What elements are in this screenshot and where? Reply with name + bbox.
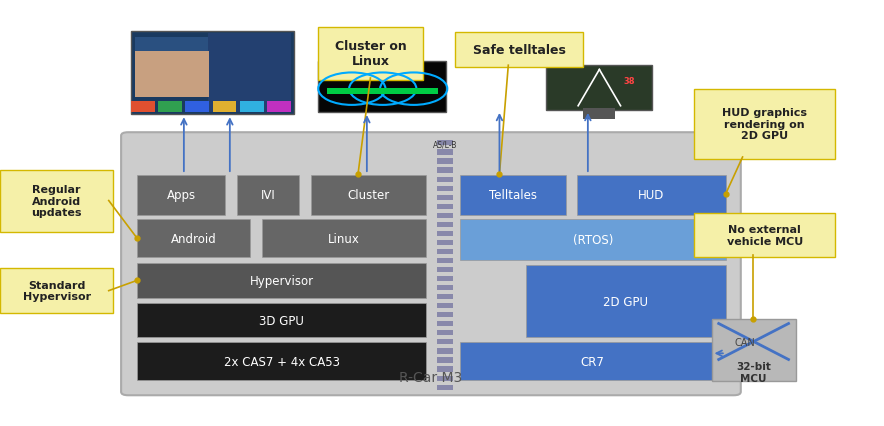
Bar xyxy=(137,263,426,298)
Bar xyxy=(460,220,726,261)
Bar xyxy=(186,102,209,113)
FancyBboxPatch shape xyxy=(0,170,113,232)
Text: Regular
Android
updates: Regular Android updates xyxy=(31,185,82,218)
Bar xyxy=(577,176,726,215)
Bar xyxy=(437,240,453,245)
Bar xyxy=(437,367,453,372)
Bar xyxy=(583,109,615,119)
Bar xyxy=(327,89,438,95)
Bar xyxy=(237,176,299,215)
Text: Hypervisor: Hypervisor xyxy=(249,274,314,287)
Bar xyxy=(437,258,453,263)
Text: Cluster on
Linux: Cluster on Linux xyxy=(334,40,407,68)
Bar xyxy=(437,313,453,318)
Bar xyxy=(437,222,453,227)
Bar xyxy=(437,268,453,273)
FancyBboxPatch shape xyxy=(0,268,113,313)
Text: Safe telltales: Safe telltales xyxy=(473,44,566,57)
FancyBboxPatch shape xyxy=(694,213,835,258)
Bar xyxy=(437,186,453,191)
Bar xyxy=(437,141,453,146)
Text: (RTOS): (RTOS) xyxy=(573,234,613,247)
Bar xyxy=(208,34,291,113)
Bar xyxy=(437,168,453,173)
Bar xyxy=(546,66,652,111)
Bar xyxy=(137,303,426,337)
Text: Apps: Apps xyxy=(167,189,195,202)
Bar xyxy=(437,348,453,354)
Text: Cluster: Cluster xyxy=(347,189,390,202)
Bar xyxy=(712,320,796,381)
Bar xyxy=(267,102,291,113)
Bar xyxy=(131,102,155,113)
Bar xyxy=(311,176,426,215)
Text: 3D GPU: 3D GPU xyxy=(259,314,304,327)
Text: No external
vehicle MCU: No external vehicle MCU xyxy=(727,225,803,246)
Text: AS/L-B: AS/L-B xyxy=(432,141,457,150)
Bar xyxy=(437,357,453,363)
Text: CR7: CR7 xyxy=(581,355,605,368)
Bar xyxy=(437,195,453,200)
Bar xyxy=(212,102,236,113)
Bar xyxy=(240,102,263,113)
Bar xyxy=(437,276,453,282)
FancyBboxPatch shape xyxy=(455,33,583,68)
Text: 32-bit
MCU: 32-bit MCU xyxy=(736,361,771,383)
Bar xyxy=(460,176,566,215)
Bar xyxy=(135,52,209,98)
Text: 38: 38 xyxy=(623,77,635,86)
Text: R-Car M3: R-Car M3 xyxy=(400,370,462,384)
Bar xyxy=(437,294,453,299)
Bar xyxy=(437,331,453,336)
Bar xyxy=(437,376,453,381)
Text: HUD: HUD xyxy=(638,189,665,202)
Bar xyxy=(437,303,453,308)
Text: HUD graphics
rendering on
2D GPU: HUD graphics rendering on 2D GPU xyxy=(722,108,807,141)
FancyBboxPatch shape xyxy=(694,89,835,160)
Bar xyxy=(437,204,453,209)
Text: CAN: CAN xyxy=(735,337,756,347)
Bar xyxy=(131,32,294,115)
Text: Android: Android xyxy=(171,232,217,245)
Bar xyxy=(318,62,446,113)
Bar xyxy=(460,343,726,380)
Bar xyxy=(437,385,453,390)
Bar xyxy=(137,219,250,258)
Bar xyxy=(262,219,426,258)
Text: Linux: Linux xyxy=(328,232,360,245)
Bar xyxy=(158,102,182,113)
FancyBboxPatch shape xyxy=(318,28,423,81)
Text: 2D GPU: 2D GPU xyxy=(604,295,648,308)
Text: Standard
Hypervisor: Standard Hypervisor xyxy=(22,280,91,302)
Bar xyxy=(437,213,453,218)
Bar xyxy=(137,176,225,215)
Bar xyxy=(437,340,453,345)
FancyBboxPatch shape xyxy=(121,133,741,395)
Text: IVI: IVI xyxy=(261,189,275,202)
Bar xyxy=(137,343,426,380)
Text: Telltales: Telltales xyxy=(489,189,537,202)
Bar xyxy=(135,38,209,98)
Bar xyxy=(437,159,453,164)
Bar xyxy=(526,266,726,337)
Bar xyxy=(437,177,453,182)
Bar xyxy=(437,322,453,327)
Bar xyxy=(437,285,453,291)
Bar xyxy=(437,231,453,236)
Bar xyxy=(437,150,453,155)
Text: 2x CAS7 + 4x CA53: 2x CAS7 + 4x CA53 xyxy=(224,355,339,368)
Bar xyxy=(437,249,453,254)
